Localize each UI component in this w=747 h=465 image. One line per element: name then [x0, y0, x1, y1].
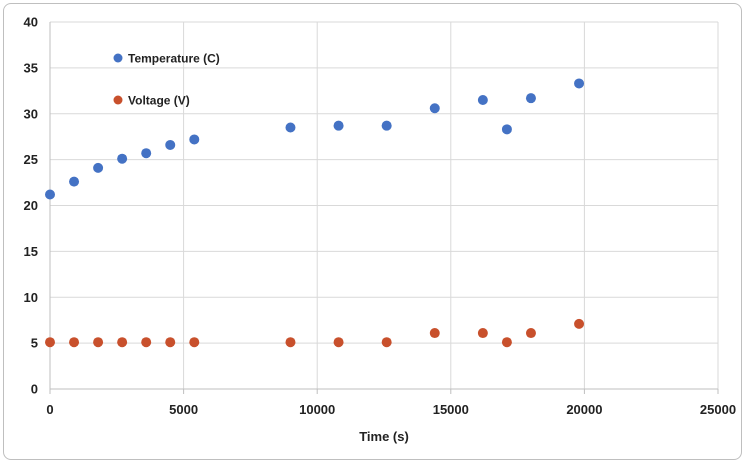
x-tick-label: 25000 — [700, 402, 736, 417]
data-point — [574, 318, 585, 329]
legend-label: Voltage (V) — [128, 94, 190, 108]
data-point — [285, 122, 296, 133]
data-point — [333, 337, 344, 348]
data-point — [189, 337, 200, 348]
legend: Temperature (C) Voltage (V) — [113, 52, 220, 108]
x-tick-label: 20000 — [566, 402, 602, 417]
data-point — [525, 328, 536, 339]
y-tick-label: 5 — [31, 336, 38, 351]
data-point — [45, 337, 55, 348]
y-tick-label: 25 — [24, 152, 38, 167]
x-tick-label: 0 — [46, 402, 53, 417]
legend-marker — [113, 95, 123, 105]
data-point — [165, 139, 176, 150]
data-point — [117, 337, 128, 348]
data-point — [69, 337, 80, 348]
y-tick-label: 20 — [24, 198, 38, 213]
y-tick-label: 0 — [31, 382, 38, 397]
data-point — [429, 328, 440, 339]
data-point — [381, 120, 392, 131]
data-point — [501, 124, 512, 135]
data-point — [141, 148, 152, 159]
data-point — [381, 337, 392, 348]
y-tick-label: 30 — [24, 106, 38, 121]
grid-lines — [50, 21, 719, 389]
x-tick-label: 10000 — [299, 402, 335, 417]
data-point — [429, 103, 440, 114]
data-point — [117, 153, 128, 164]
legend-label: Temperature (C) — [128, 52, 220, 66]
data-point — [525, 93, 536, 104]
data-point — [285, 337, 296, 348]
data-point — [574, 78, 585, 89]
data-point — [93, 337, 104, 348]
x-axis-title: Time (s) — [359, 429, 409, 444]
axes — [49, 22, 719, 394]
data-point — [93, 162, 104, 173]
y-tick-label: 15 — [24, 244, 38, 259]
y-tick-label: 40 — [24, 15, 38, 30]
y-tick-labels: 0 5 10 15 20 25 30 35 40 — [24, 15, 38, 397]
x-tick-label: 15000 — [433, 402, 469, 417]
y-tick-label: 10 — [24, 290, 38, 305]
legend-marker — [113, 53, 123, 63]
x-tick-labels: 0 5000 10000 15000 20000 25000 — [46, 402, 736, 417]
data-point — [477, 328, 488, 339]
data-point — [69, 176, 80, 187]
x-tick-label: 5000 — [169, 402, 198, 417]
data-point — [189, 134, 200, 145]
data-point — [477, 94, 488, 105]
chart-frame — [3, 3, 742, 460]
y-tick-label: 35 — [24, 60, 38, 75]
data-point — [141, 337, 152, 348]
data-point — [333, 120, 344, 131]
data-point — [45, 189, 55, 200]
data-point — [501, 337, 512, 348]
data-points — [45, 78, 585, 348]
data-point — [165, 337, 176, 348]
